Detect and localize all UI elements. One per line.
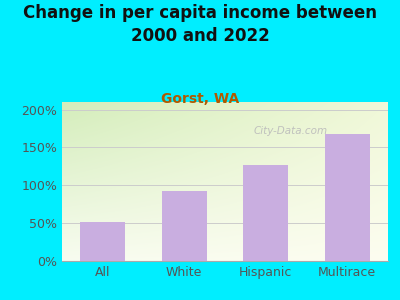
Bar [325,134,370,261]
Bar [80,222,125,261]
Bar [243,165,288,261]
Bar [162,190,207,261]
Text: Change in per capita income between
2000 and 2022: Change in per capita income between 2000… [23,4,377,45]
Text: City-Data.com: City-Data.com [253,126,327,136]
Text: Gorst, WA: Gorst, WA [161,92,239,106]
